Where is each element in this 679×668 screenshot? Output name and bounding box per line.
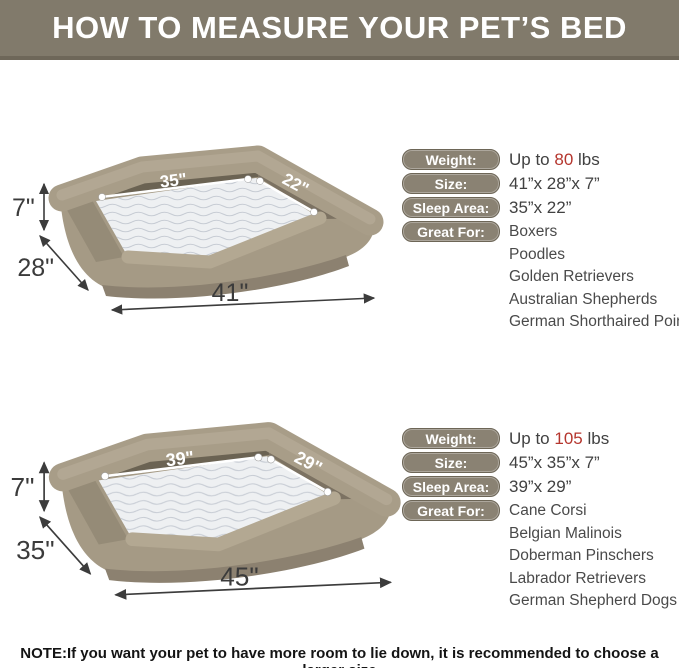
breed-item: Doberman Pinschers — [509, 547, 654, 564]
breed-item: Poodles — [509, 245, 566, 263]
spec-label-weight: Weight: — [402, 428, 500, 449]
dim-label-depth: 35" — [16, 535, 55, 565]
dim-label-sleep-length: 39" — [165, 447, 196, 470]
spec-label-size: Size: — [402, 452, 500, 473]
spec-value-weight: Up to 80 lbs — [509, 149, 600, 170]
breed-item: Cane Corsi — [509, 502, 587, 519]
breed-list: Boxers Poodles Golden Retrievers Austral… — [500, 221, 679, 334]
spec-row-sleep-area: Sleep Area: 35”x 22” — [402, 197, 676, 218]
dim-dot — [256, 177, 264, 185]
spec-label-size: Size: — [402, 173, 500, 194]
spec-value-weight: Up to 105 lbs — [509, 428, 609, 449]
footer-note: NOTE:If you want your pet to have more r… — [20, 645, 659, 668]
spec-value-sleep-area: 35”x 22” — [509, 198, 572, 217]
breed-item: Australian Shepherds — [509, 290, 658, 308]
bed-front-roll — [125, 491, 341, 552]
breed-item: German Shepherd Dogs — [509, 592, 678, 609]
dim-arrow-width — [110, 293, 376, 315]
bed-inner-wall-left — [58, 194, 124, 262]
dim-dot — [310, 208, 318, 216]
bed-illustration-small: 35" 22" 7" 28" 41" — [12, 145, 384, 315]
spec-label-great-for: Great For: — [402, 500, 500, 521]
dim-label-sleep-length: 35" — [159, 169, 188, 191]
dim-arrow-sleep-length — [101, 177, 249, 199]
dim-arrow-width — [114, 577, 393, 600]
spec-value-sleep-area: 39”x 29” — [509, 477, 572, 496]
weight-suffix: lbs — [573, 150, 600, 169]
breed-item: German Shorthaired Pointers — [509, 313, 679, 330]
bed-inner-wall-left — [58, 473, 129, 545]
dim-dot — [267, 455, 275, 464]
weight-prefix: Up to — [509, 429, 555, 448]
bed-mattress-texture — [96, 178, 320, 262]
dim-label-height: 7" — [11, 472, 35, 502]
spec-row-great-for: Great For: Boxers Poodles Golden Retriev… — [402, 221, 679, 334]
spec-row-size: Size: 45”x 35”x 7” — [402, 452, 676, 473]
spec-table-large-bed: Weight: Up to 105 lbs Size: 45”x 35”x 7”… — [402, 428, 677, 616]
spec-label-great-for: Great For: — [402, 221, 500, 242]
dim-arrow-sleep-width — [259, 179, 315, 214]
weight-number: 80 — [554, 150, 574, 169]
dim-label-width: 45" — [220, 561, 259, 591]
bed-illustration-large: 39" 29" 7" 35" 45" — [11, 422, 401, 600]
breed-item: Golden Retrievers — [509, 268, 634, 285]
dim-arrow-depth — [39, 235, 89, 291]
spec-label-weight: Weight: — [402, 149, 500, 170]
dim-dot — [244, 175, 252, 183]
breed-item: Labrador Retrievers — [509, 569, 646, 587]
dim-label-depth: 28" — [17, 254, 54, 282]
weight-prefix: Up to — [509, 150, 555, 169]
breed-item: Boxers — [509, 223, 558, 240]
spec-row-weight: Weight: Up to 80 lbs — [402, 149, 676, 170]
spec-label-sleep-area: Sleep Area: — [402, 197, 500, 218]
spec-table-small-bed: Weight: Up to 80 lbs Size: 41”x 28”x 7” … — [402, 149, 679, 337]
bed-bolster-highlight — [57, 427, 393, 506]
dim-dot — [254, 453, 263, 462]
spec-row-sleep-area: Sleep Area: 39”x 29” — [402, 476, 676, 497]
dim-arrow-sleep-length — [104, 455, 259, 478]
dim-dot — [323, 488, 332, 496]
dim-label-height: 7" — [12, 194, 35, 222]
breed-list: Cane Corsi Belgian Malinois Doberman Pin… — [500, 500, 677, 613]
bed-mattress-texture — [98, 456, 334, 545]
breed-item: Belgian Malinois — [509, 524, 622, 542]
dim-arrow-sleep-width — [270, 458, 329, 494]
bed-base-band — [105, 537, 365, 583]
page-title: HOW TO MEASURE YOUR PET’S BED — [52, 10, 627, 45]
bed-bolster-highlight — [56, 150, 376, 225]
header-banner: HOW TO MEASURE YOUR PET’S BED — [0, 0, 679, 60]
weight-number: 105 — [554, 429, 583, 448]
dim-dot — [98, 193, 106, 201]
spec-row-weight: Weight: Up to 105 lbs — [402, 428, 676, 449]
spec-row-great-for: Great For: Cane Corsi Belgian Malinois D… — [402, 500, 677, 613]
spec-row-size: Size: 41”x 28”x 7” — [402, 173, 676, 194]
spec-label-sleep-area: Sleep Area: — [402, 476, 500, 497]
weight-suffix: lbs — [582, 429, 610, 448]
bed-base-band — [102, 255, 349, 299]
bed-front-roll — [121, 211, 327, 269]
spec-value-size: 45”x 35”x 7” — [509, 453, 600, 472]
spec-value-size: 41”x 28”x 7” — [509, 174, 600, 193]
dim-dot — [101, 472, 109, 481]
dim-arrow-depth — [39, 516, 92, 575]
dim-label-width: 41" — [212, 279, 249, 307]
